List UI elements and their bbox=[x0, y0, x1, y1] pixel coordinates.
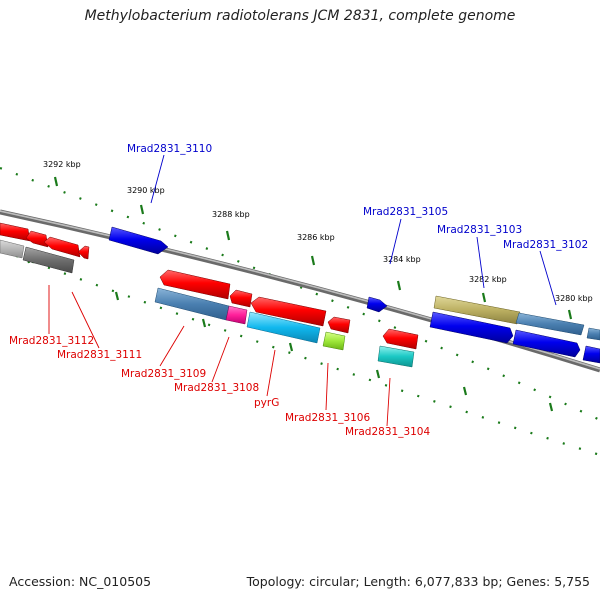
gene-mrad2831-3104[interactable] bbox=[382, 328, 419, 350]
kbp-label: 3284 kbp bbox=[383, 255, 421, 264]
gene-mrad2831-3105[interactable] bbox=[366, 296, 388, 313]
gene-blue-reverse bbox=[582, 345, 600, 364]
reverse-leader-lines bbox=[48, 285, 391, 427]
reverse-strand-genes bbox=[0, 222, 600, 368]
gene-reverse-red bbox=[229, 289, 253, 308]
gene-mrad2831-3112[interactable] bbox=[0, 222, 31, 242]
kbp-label: 3292 kbp bbox=[43, 160, 81, 169]
reverse-gene-labels: Mrad2831_3112 Mrad2831_3111 Mrad2831_310… bbox=[9, 335, 430, 438]
gene-mrad2831-3109[interactable] bbox=[159, 269, 231, 300]
label-mrad2831-3112[interactable]: Mrad2831_3112 bbox=[9, 335, 94, 347]
gene-cyan bbox=[246, 311, 321, 344]
label-mrad2831-3102[interactable]: Mrad2831_3102 bbox=[503, 239, 588, 251]
label-mrad2831-3108[interactable]: Mrad2831_3108 bbox=[174, 382, 259, 394]
label-mrad2831-3111[interactable]: Mrad2831_3111 bbox=[57, 349, 142, 361]
gene-lightgray bbox=[0, 239, 25, 259]
label-pyrg[interactable]: pyrG bbox=[254, 397, 279, 409]
gene-mrad2831-3106[interactable] bbox=[327, 316, 351, 334]
genome-title: Methylobacterium radiotolerans JCM 2831,… bbox=[84, 8, 516, 24]
gene-pyrg[interactable] bbox=[250, 296, 327, 327]
kbp-label: 3288 kbp bbox=[212, 210, 250, 219]
label-mrad2831-3105[interactable]: Mrad2831_3105 bbox=[363, 206, 448, 218]
kbp-label: 3280 kbp bbox=[555, 294, 593, 303]
label-mrad2831-3104[interactable]: Mrad2831_3104 bbox=[345, 426, 430, 438]
label-mrad2831-3109[interactable]: Mrad2831_3109 bbox=[121, 368, 206, 380]
gene-reverse-red bbox=[25, 230, 49, 248]
label-mrad2831-3103[interactable]: Mrad2831_3103 bbox=[437, 224, 522, 236]
forward-strand-genes bbox=[108, 226, 600, 341]
gene-teal bbox=[377, 345, 415, 368]
kbp-label: 3282 kbp bbox=[469, 275, 507, 284]
gene-forward-edge bbox=[586, 327, 600, 341]
gene-reverse-red bbox=[77, 245, 90, 260]
forward-gene-labels: Mrad2831_3110 Mrad2831_3105 Mrad2831_310… bbox=[127, 143, 588, 251]
forward-leader-lines bbox=[150, 154, 557, 306]
kbp-label: 3290 kbp bbox=[127, 186, 165, 195]
gene-mrad2831-3110[interactable] bbox=[108, 226, 169, 255]
topology-text: Topology: circular; Length: 6,077,833 bp… bbox=[246, 574, 590, 589]
outer-scale-ticks bbox=[0, 166, 600, 421]
label-mrad2831-3110[interactable]: Mrad2831_3110 bbox=[127, 143, 212, 155]
gene-reverse-red bbox=[43, 236, 81, 258]
gene-lime bbox=[322, 331, 346, 351]
kbp-label: 3286 kbp bbox=[297, 233, 335, 242]
accession-text: Accession: NC_010505 bbox=[9, 574, 152, 589]
gene-mrad2831-3103 bbox=[433, 295, 521, 325]
gene-blue-reverse bbox=[429, 311, 514, 344]
gene-gray bbox=[22, 246, 75, 274]
kbp-labels: 3292 kbp 3290 kbp 3288 kbp 3286 kbp 3284… bbox=[43, 160, 593, 303]
gene-mrad2831-3102[interactable] bbox=[515, 312, 585, 336]
gene-magenta bbox=[225, 305, 248, 325]
gene-blue-reverse bbox=[512, 329, 581, 358]
label-mrad2831-3106[interactable]: Mrad2831_3106 bbox=[285, 412, 370, 424]
